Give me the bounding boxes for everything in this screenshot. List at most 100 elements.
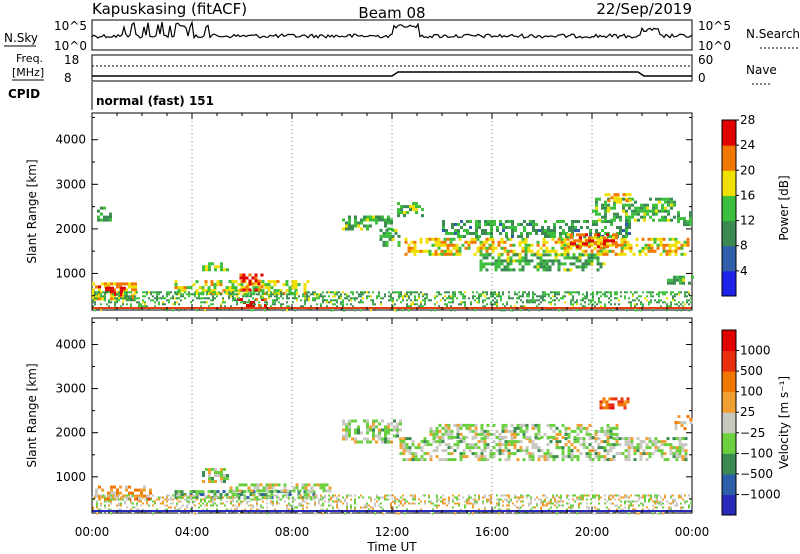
power-colorbar-title: Power [dB] xyxy=(777,175,791,240)
power-colorbar-label: 20 xyxy=(740,163,755,177)
velocity-region xyxy=(599,397,630,410)
power-colorbar-cell xyxy=(722,145,736,171)
velocity-ytick-label: 1000 xyxy=(55,470,86,484)
date-title: 22/Sep/2019 xyxy=(596,0,692,18)
time-tick-label: 04:00 xyxy=(175,525,210,539)
nsearch-tick-top: 10^5 xyxy=(698,19,731,33)
velocity-region xyxy=(674,415,693,431)
power-ytick-label: 4000 xyxy=(55,133,86,147)
velocity-data xyxy=(92,397,693,515)
velocity-colorbar: −1000 −500 −100 −25 25 100 500 1000 Velocity [m … xyxy=(721,329,791,516)
nsky-strip: N.Sky 10^5 10^0 10^5 10^0 N.Search xyxy=(4,19,800,53)
nsky-tick-bottom: 10^0 xyxy=(54,39,87,53)
cpid-strip: CPID normal (fast) 151 xyxy=(8,82,214,110)
power-region xyxy=(97,206,112,222)
freq-frame xyxy=(91,54,693,82)
power-ylabel: Slant Range [km] xyxy=(25,159,39,263)
nsky-frame xyxy=(91,19,693,51)
cpid-label: CPID xyxy=(8,87,40,101)
nsky-tick-top: 10^5 xyxy=(54,19,87,33)
velocity-colorbar-cell xyxy=(722,371,736,393)
velocity-colorbar-cell xyxy=(722,391,736,413)
power-colorbar-frame xyxy=(721,119,737,297)
power-frame xyxy=(91,112,693,311)
beam-title: Beam 08 xyxy=(358,4,425,22)
nsearch-label: N.Search xyxy=(746,27,800,41)
time-axis: 00:00 04:00 08:00 12:00 16:00 20:00 00:00 xyxy=(75,525,710,539)
velocity-ytick-label: 4000 xyxy=(55,337,86,351)
power-data xyxy=(92,193,694,312)
power-colorbar-label: 28 xyxy=(740,113,755,127)
time-tick-label: 08:00 xyxy=(275,525,310,539)
power-region xyxy=(604,193,632,203)
power-region xyxy=(592,197,676,222)
power-colorbar-label: 12 xyxy=(740,214,755,228)
nsky-label: N.Sky xyxy=(4,31,38,45)
velocity-colorbar-label: −500 xyxy=(740,467,773,481)
velocity-colorbar-cell xyxy=(722,432,736,454)
velocity-ytick-label: 3000 xyxy=(55,382,86,396)
velocity-colorbar-label: −25 xyxy=(740,426,765,440)
freq-tick-top: 18 xyxy=(64,53,79,67)
velocity-colorbar-label: 500 xyxy=(740,364,763,378)
velocity-region xyxy=(202,468,229,483)
freq-label-2: [MHz] xyxy=(12,66,44,79)
power-colorbar: 4 8 12 16 20 24 28 Power [dB] xyxy=(721,113,791,297)
nave-label: Nave xyxy=(746,63,777,77)
power-region xyxy=(567,233,618,249)
power-region xyxy=(479,253,606,272)
x-axis-label: Time UT xyxy=(366,540,417,554)
nave-tick-top: 60 xyxy=(698,53,713,67)
velocity-colorbar-label: 25 xyxy=(740,405,755,419)
power-colorbar-label: 4 xyxy=(740,264,748,278)
power-region xyxy=(202,262,229,272)
freq-trace xyxy=(92,71,692,77)
velocity-region xyxy=(92,494,692,515)
cpid-value: normal (fast) 151 xyxy=(96,94,214,108)
velocity-panel: 1000 2000 3000 4000 Slant Range [km] −1000 −50… xyxy=(25,317,791,516)
velocity-colorbar-cell xyxy=(722,453,736,475)
velocity-colorbar-title: Velocity [m s⁻¹] xyxy=(777,376,791,469)
power-colorbar-label: 16 xyxy=(740,188,755,202)
time-tick-label: 00:00 xyxy=(675,525,710,539)
velocity-colorbar-frame xyxy=(721,329,737,516)
power-region xyxy=(677,211,692,227)
velocity-ylabel: Slant Range [km] xyxy=(25,363,39,467)
power-region xyxy=(239,273,264,292)
velocity-colorbar-label: −100 xyxy=(740,446,773,460)
power-ytick-label: 2000 xyxy=(55,222,86,236)
power-colorbar-cell xyxy=(722,245,736,272)
power-panel: 1000 2000 3000 4000 Slant Range [km] 4 8 12 16 20… xyxy=(25,112,791,312)
freq-strip: Freq. [MHz] 18 8 60 0 Nave xyxy=(12,52,777,85)
nsky-trace xyxy=(91,20,693,40)
velocity-region xyxy=(342,419,402,444)
power-region xyxy=(379,228,401,247)
velocity-colorbar-cell xyxy=(722,350,736,372)
nave-tick-bottom: 0 xyxy=(698,71,706,85)
velocity-colorbar-cell xyxy=(722,330,736,352)
velocity-colorbar-cell xyxy=(722,494,736,516)
velocity-region xyxy=(399,437,688,462)
power-colorbar-label: 8 xyxy=(740,239,748,253)
velocity-colorbar-cell xyxy=(722,412,736,434)
velocity-colorbar-label: 100 xyxy=(740,385,763,399)
freq-label-1: Freq. xyxy=(16,52,43,65)
velocity-ytick-label: 2000 xyxy=(55,426,86,440)
time-tick-label: 12:00 xyxy=(375,525,410,539)
power-colorbar-label: 24 xyxy=(740,138,755,152)
time-tick-label: 16:00 xyxy=(475,525,510,539)
power-colorbar-cell xyxy=(722,270,736,297)
power-region xyxy=(397,202,424,218)
power-colorbar-cell xyxy=(722,120,736,146)
power-colorbar-cell xyxy=(722,220,736,247)
power-colorbar-cell xyxy=(722,195,736,222)
time-tick-label: 00:00 xyxy=(75,525,110,539)
velocity-region xyxy=(429,423,619,439)
velocity-region xyxy=(229,483,332,493)
power-colorbar-cell xyxy=(722,170,736,196)
freq-tick-bottom: 8 xyxy=(64,71,72,85)
velocity-colorbar-label: −1000 xyxy=(740,487,781,501)
power-ytick-label: 1000 xyxy=(55,266,86,280)
time-tick-label: 20:00 xyxy=(575,525,610,539)
